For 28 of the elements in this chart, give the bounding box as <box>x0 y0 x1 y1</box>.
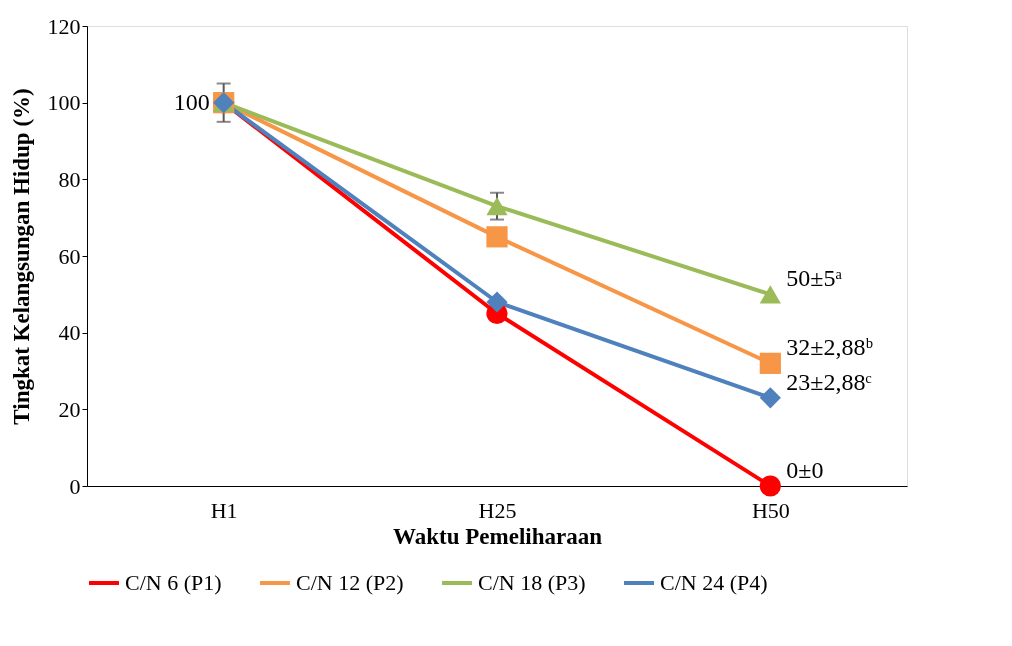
annotation: 23±2,88ᶜ <box>786 368 872 395</box>
y-tick-label: 0 <box>69 473 81 499</box>
y-tick-label: 20 <box>58 396 81 422</box>
y-tick-label: 100 <box>47 90 81 116</box>
annotation: 32±2,88ᵇ <box>786 334 874 361</box>
y-tick-label: 120 <box>47 13 81 39</box>
point <box>759 352 781 374</box>
point <box>759 285 781 304</box>
legend-label: C/N 24 (P4) <box>660 570 768 595</box>
y-tick-label: 80 <box>58 166 81 192</box>
legend-label: C/N 6 (P1) <box>125 570 222 595</box>
y-tick-label: 40 <box>58 320 81 346</box>
y-axis-title: Tingkat Kelangsungan Hidup (%) <box>8 88 34 425</box>
annotation: 50±5ᵃ <box>786 265 843 292</box>
point <box>486 196 508 216</box>
x-tick-label: H50 <box>751 497 790 523</box>
point <box>486 291 508 313</box>
x-tick-label: H1 <box>210 497 238 523</box>
annotation: 100 <box>173 88 210 115</box>
point <box>486 226 508 248</box>
x-axis-title: Waktu Pemeliharaan <box>393 523 603 549</box>
point <box>759 475 781 497</box>
legend-label: C/N 12 (P2) <box>296 570 404 595</box>
legend-label: C/N 18 (P3) <box>478 570 586 595</box>
annotation: 0±0 <box>786 457 824 483</box>
x-tick-label: H25 <box>478 497 517 523</box>
point <box>759 387 781 409</box>
y-tick-label: 60 <box>58 243 81 269</box>
